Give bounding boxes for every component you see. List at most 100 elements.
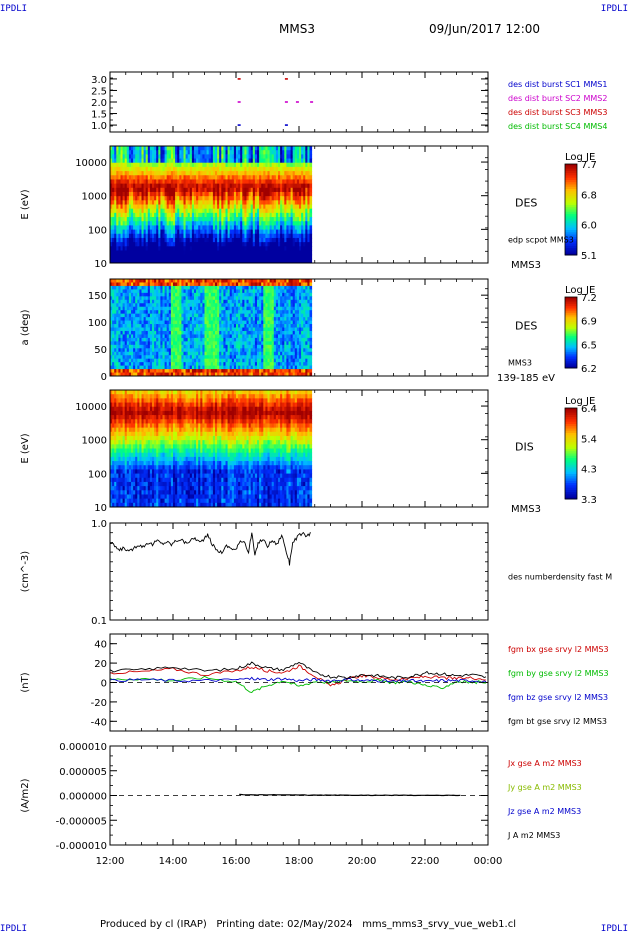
- spectrogram-cell: [248, 289, 252, 294]
- spectrogram-cell: [145, 233, 149, 239]
- spectrogram-cell: [223, 258, 226, 264]
- spectrogram-cell: [191, 254, 195, 260]
- spectrogram-cell: [189, 200, 193, 205]
- spectrogram-cell: [156, 229, 159, 235]
- spectrogram-cell: [296, 179, 300, 185]
- spectrogram-cell: [219, 282, 222, 287]
- spectrogram-cell: [196, 191, 199, 197]
- spectrogram-cell: [244, 292, 247, 297]
- spectrogram-cell: [254, 154, 258, 160]
- spectrogram-cell: [292, 200, 296, 205]
- spectrogram-cell: [170, 369, 174, 374]
- spectrogram-cell: [212, 171, 216, 176]
- spectrogram-cell: [164, 306, 168, 311]
- spectrogram-cell: [122, 237, 126, 243]
- spectrogram-cell: [233, 313, 237, 318]
- spectrogram-cell: [219, 171, 222, 176]
- spectrogram-cell: [122, 254, 126, 260]
- spectrogram-cell: [164, 229, 168, 235]
- spectrogram-cell: [223, 279, 226, 283]
- spectrogram-cell: [206, 324, 210, 328]
- spectrogram-cell: [158, 313, 161, 318]
- spectrogram-cell: [242, 289, 245, 294]
- spectrogram-cell: [225, 175, 229, 180]
- spectrogram-cell: [227, 310, 231, 315]
- spectrogram-cell: [221, 355, 224, 360]
- spectrogram-cell: [185, 365, 189, 370]
- spectrogram-cell: [126, 258, 130, 264]
- spectrogram-cell: [191, 187, 195, 193]
- spectrogram-cell: [309, 250, 313, 256]
- spectrogram-cell: [265, 166, 268, 172]
- spectrogram-cell: [170, 225, 174, 231]
- spectrogram-cell: [202, 154, 205, 160]
- spectrogram-cell: [131, 365, 134, 370]
- spectrogram-cell: [221, 358, 224, 363]
- spectrogram-cell: [303, 187, 306, 193]
- spectrogram-cell: [120, 229, 124, 235]
- spectrogram-cell: [238, 208, 241, 214]
- spectrogram-cell: [267, 187, 271, 193]
- spectrogram-cell: [303, 258, 306, 264]
- spectrogram-cell: [147, 250, 151, 256]
- spectrogram-cell: [191, 279, 195, 283]
- spectrogram-cell: [202, 334, 205, 339]
- spectrogram-cell: [135, 217, 138, 222]
- spectrogram-cell: [116, 358, 119, 363]
- spectrogram-cell: [303, 146, 306, 151]
- spectrogram-cell: [244, 317, 247, 322]
- spectrogram-cell: [194, 183, 197, 189]
- spectrogram-cell: [139, 233, 142, 239]
- spectrogram-cell: [189, 154, 193, 160]
- spectrogram-cell: [124, 285, 128, 290]
- spectrogram-cell: [145, 179, 149, 185]
- spectrogram-cell: [181, 306, 184, 311]
- spectrogram-cell: [139, 344, 142, 349]
- spectrogram-cell: [204, 258, 208, 264]
- spectrogram-cell: [206, 296, 210, 301]
- spectrogram-cell: [254, 175, 258, 180]
- spectrogram-cell: [145, 292, 149, 297]
- spectrogram-cell: [284, 221, 287, 226]
- spectrogram-cell: [225, 179, 229, 185]
- spectrogram-cell: [112, 246, 115, 251]
- spectrogram-cell: [252, 171, 256, 176]
- y-tick-label: 100: [88, 225, 107, 236]
- spectrogram-cell: [152, 212, 155, 218]
- spectrogram-cell: [273, 150, 277, 155]
- spectrogram-cell: [145, 254, 149, 260]
- spectrogram-cell: [200, 369, 203, 374]
- spectrogram-cell: [189, 313, 193, 318]
- spectrogram-cell: [225, 208, 229, 214]
- spectrogram-cell: [131, 327, 134, 332]
- spectrogram-cell: [122, 334, 126, 339]
- spectrogram-cell: [223, 246, 226, 251]
- spectrogram-cell: [246, 221, 250, 226]
- spectrogram-cell: [229, 183, 233, 189]
- spectrogram-cell: [267, 175, 271, 180]
- spectrogram-cell: [158, 150, 161, 155]
- spectrogram-cell: [250, 324, 254, 328]
- spectrogram-cell: [156, 154, 159, 160]
- spectrogram-cell: [179, 351, 182, 356]
- spectrogram-cell: [183, 365, 187, 370]
- spectrogram-cell: [210, 289, 214, 294]
- spectrogram-cell: [143, 285, 147, 290]
- spectrogram-cell: [139, 320, 142, 325]
- spectrogram-cell: [112, 355, 115, 360]
- spectrogram-cell: [166, 337, 170, 342]
- spectrogram-cell: [202, 183, 205, 189]
- spectrogram-cell: [143, 225, 147, 231]
- spectrogram-cell: [158, 348, 161, 353]
- spectrogram-cell: [219, 154, 222, 160]
- spectrogram-cell: [265, 246, 268, 251]
- spectrogram-cell: [149, 187, 153, 193]
- spectrogram-cell: [122, 285, 126, 290]
- spectrogram-cell: [122, 246, 126, 251]
- spectrogram-cell: [177, 246, 180, 251]
- spectrogram-cell: [263, 150, 266, 155]
- spectrogram-cell: [305, 158, 308, 164]
- spectrogram-cell: [301, 175, 304, 180]
- spectrogram-cell: [223, 175, 226, 180]
- spectrogram-cell: [162, 351, 166, 356]
